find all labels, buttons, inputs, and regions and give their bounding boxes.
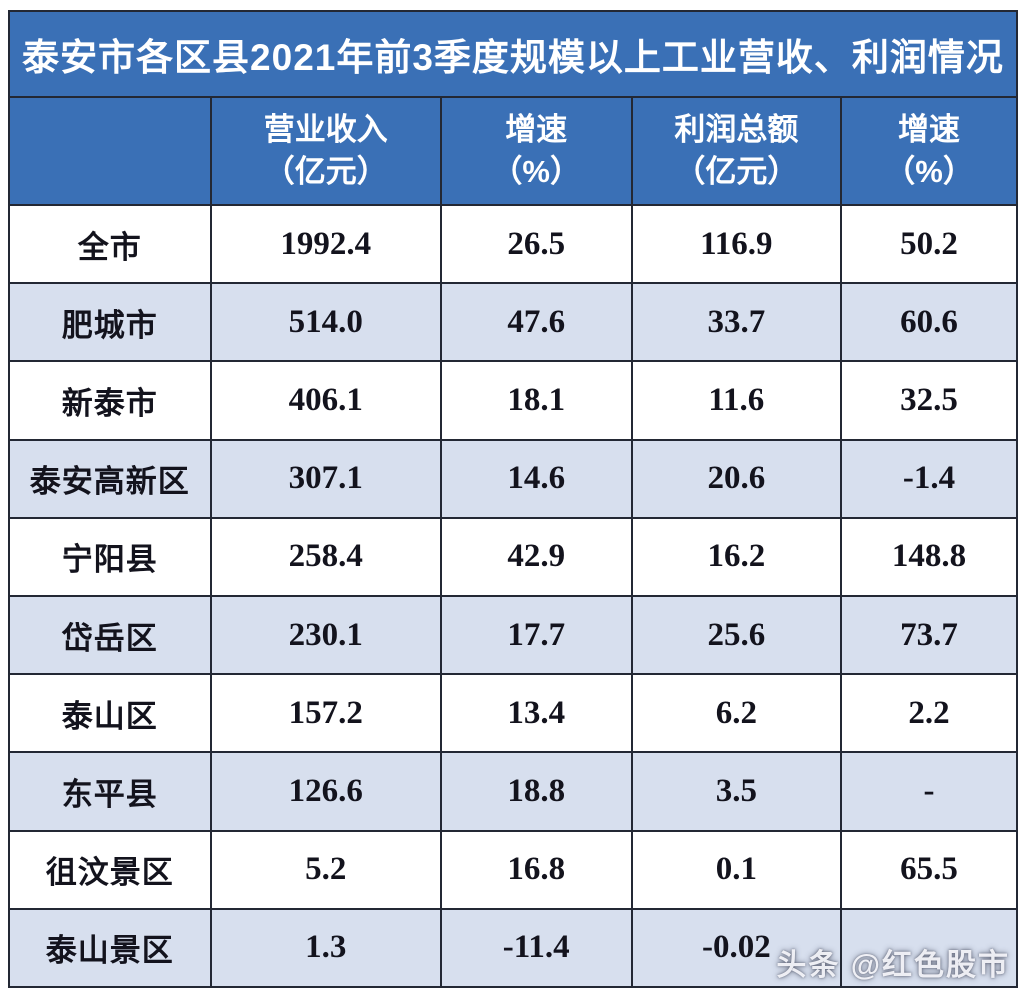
revenue-growth-value: 47.6 xyxy=(441,284,631,361)
header-unit: （%） xyxy=(491,153,581,189)
profit-value: 16.2 xyxy=(632,518,841,595)
profit-growth-value xyxy=(842,909,1016,986)
table-frame: 泰安市各区县2021年前3季度规模以上工业营收、利润情况 营业收入 （亿元） 增… xyxy=(8,10,1018,988)
revenue-value: 126.6 xyxy=(211,753,440,830)
row-label: 新泰市 xyxy=(10,362,210,439)
revenue-value: 406.1 xyxy=(211,362,440,439)
revenue-growth-value: -11.4 xyxy=(441,909,631,986)
header-unit: （%） xyxy=(884,153,974,189)
row-label: 宁阳县 xyxy=(10,518,210,595)
profit-value: 0.1 xyxy=(632,831,841,908)
revenue-value: 157.2 xyxy=(211,675,440,752)
revenue-value: 5.2 xyxy=(211,831,440,908)
row-label: 岱岳区 xyxy=(10,596,210,674)
profit-value: 3.5 xyxy=(632,753,841,830)
row-label: 泰山景区 xyxy=(10,909,210,986)
header-cell-revenue: 营业收入 （亿元） xyxy=(211,98,440,204)
profit-growth-value: -1.4 xyxy=(842,440,1016,517)
header-unit: （亿元） xyxy=(674,153,799,189)
header-title: 营业收入 xyxy=(263,111,388,147)
profit-growth-value: 65.5 xyxy=(842,831,1016,908)
revenue-value: 230.1 xyxy=(211,596,440,674)
revenue-growth-value: 26.5 xyxy=(441,206,631,283)
profit-value: 11.6 xyxy=(632,362,841,439)
profit-growth-value: 50.2 xyxy=(842,206,1016,283)
revenue-value: 1992.4 xyxy=(211,206,440,283)
header-cell-revenue-growth: 增速 （%） xyxy=(441,98,631,204)
profit-growth-value: 148.8 xyxy=(842,518,1016,595)
profit-value: -0.02 xyxy=(632,909,841,986)
row-label: 肥城市 xyxy=(10,284,210,361)
header-cell-profit-growth: 增速 （%） xyxy=(842,98,1016,204)
profit-growth-value: - xyxy=(842,753,1016,830)
profit-value: 20.6 xyxy=(632,440,841,517)
row-label: 东平县 xyxy=(10,753,210,830)
revenue-growth-value: 14.6 xyxy=(441,440,631,517)
revenue-value: 307.1 xyxy=(211,440,440,517)
revenue-value: 514.0 xyxy=(211,284,440,361)
row-label: 全市 xyxy=(10,206,210,283)
page-title: 泰安市各区县2021年前3季度规模以上工业营收、利润情况 xyxy=(10,12,1016,96)
profit-growth-value: 60.6 xyxy=(842,284,1016,361)
profit-value: 33.7 xyxy=(632,284,841,361)
data-table: 营业收入 （亿元） 增速 （%） 利润总额 （亿元） 增速 （%） 全市 xyxy=(10,98,1016,986)
header-unit: （亿元） xyxy=(263,153,388,189)
row-label: 泰安高新区 xyxy=(10,440,210,517)
revenue-growth-value: 18.1 xyxy=(441,362,631,439)
header-title: 利润总额 xyxy=(674,111,799,147)
profit-value: 25.6 xyxy=(632,596,841,674)
revenue-growth-value: 42.9 xyxy=(441,518,631,595)
revenue-growth-value: 18.8 xyxy=(441,753,631,830)
header-cell-region xyxy=(10,98,210,204)
revenue-growth-value: 17.7 xyxy=(441,596,631,674)
profit-growth-value: 2.2 xyxy=(842,675,1016,752)
revenue-value: 1.3 xyxy=(211,909,440,986)
profit-value: 116.9 xyxy=(632,206,841,283)
header-title: 增速 xyxy=(898,111,961,147)
row-label: 徂汶景区 xyxy=(10,831,210,908)
revenue-growth-value: 13.4 xyxy=(441,675,631,752)
profit-growth-value: 32.5 xyxy=(842,362,1016,439)
profit-growth-value: 73.7 xyxy=(842,596,1016,674)
row-label: 泰山区 xyxy=(10,675,210,752)
revenue-growth-value: 16.8 xyxy=(441,831,631,908)
header-title: 增速 xyxy=(505,111,568,147)
profit-value: 6.2 xyxy=(632,675,841,752)
header-cell-profit: 利润总额 （亿元） xyxy=(632,98,841,204)
revenue-value: 258.4 xyxy=(211,518,440,595)
